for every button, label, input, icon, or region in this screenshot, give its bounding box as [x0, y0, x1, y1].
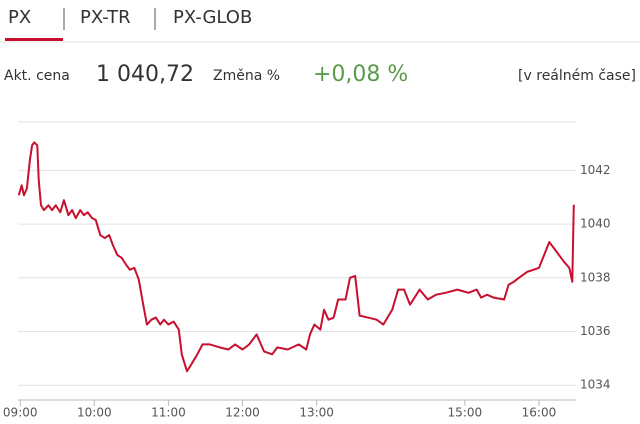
price-label: Akt. cena — [4, 68, 70, 84]
y-tick-label: 1038 — [580, 270, 611, 284]
x-tick-label: 16:00 — [522, 406, 557, 420]
realtime-note: [v reálném čase] — [518, 68, 636, 84]
change-label: Změna % — [213, 68, 280, 84]
tab[interactable]: PX-GLOB — [173, 7, 252, 28]
x-tick-label: 11:00 — [151, 406, 186, 420]
y-tick-label: 1040 — [580, 217, 611, 231]
x-tick-label: 13:00 — [299, 406, 334, 420]
x-tick-label: 10:00 — [77, 406, 112, 420]
tab[interactable]: PX-TR — [80, 7, 131, 28]
y-tick-label: 1034 — [580, 378, 611, 392]
active-tab-underline — [5, 38, 63, 41]
x-tick-label: 12:00 — [225, 406, 260, 420]
change: +0,08 % — [313, 62, 408, 87]
price: 1 040,72 — [96, 62, 194, 87]
price-line — [17, 141, 575, 373]
x-tick-label: 09:00 — [3, 406, 38, 420]
y-tick-label: 1042 — [580, 163, 611, 177]
tab[interactable]: PX — [8, 7, 31, 28]
x-tick-label: 15:00 — [448, 406, 483, 420]
y-tick-label: 1036 — [580, 324, 611, 338]
